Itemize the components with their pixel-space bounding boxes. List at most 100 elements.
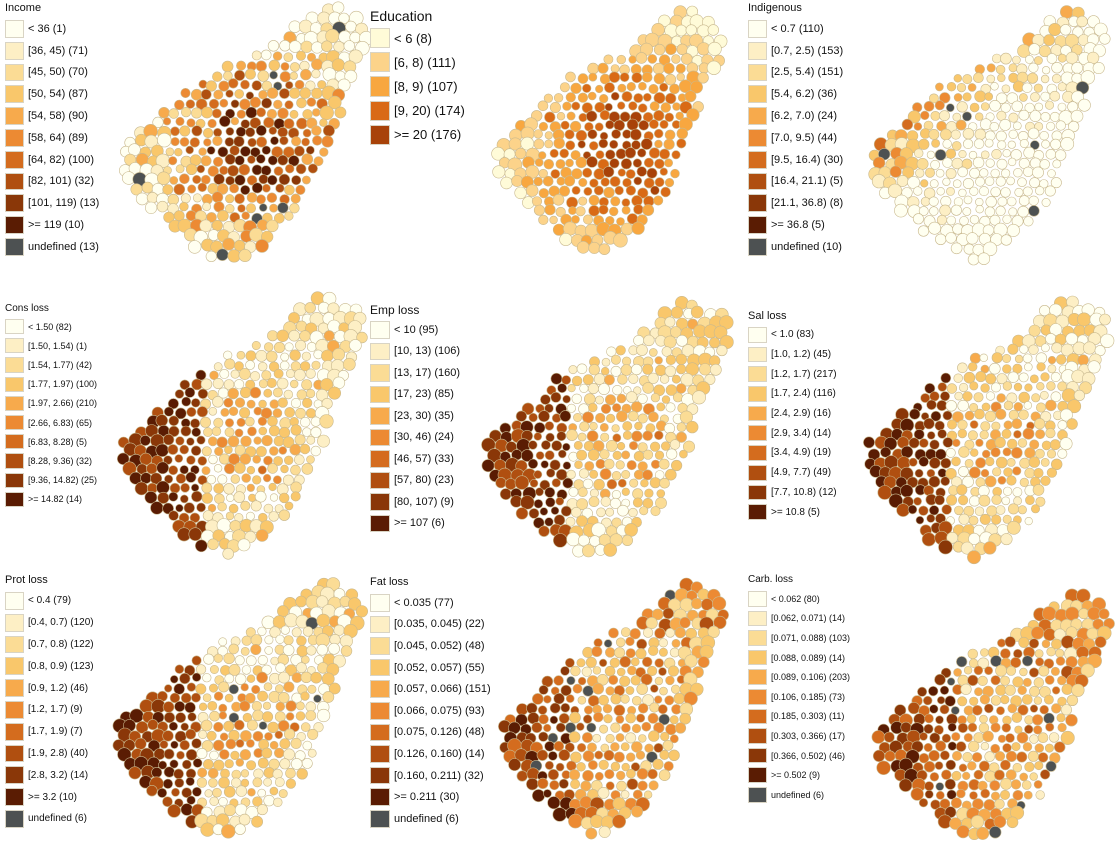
legend-label: undefined (6)	[771, 789, 825, 800]
municipality-bubble	[659, 82, 669, 92]
municipality-bubble	[958, 763, 968, 773]
municipality-bubble	[654, 450, 665, 460]
municipality-bubble	[1018, 636, 1030, 648]
municipality-bubble	[282, 644, 295, 656]
municipality-bubble	[1057, 448, 1068, 459]
municipality-bubble	[156, 171, 171, 185]
municipality-bubble	[305, 80, 316, 91]
municipality-bubble	[266, 378, 277, 389]
municipality-bubble	[972, 705, 983, 716]
municipality-bubble	[1000, 648, 1011, 659]
municipality-bubble	[201, 466, 211, 475]
municipality-bubble	[930, 410, 942, 422]
municipality-bubble	[940, 391, 951, 402]
municipality-bubble	[1039, 390, 1049, 400]
municipality-bubble	[669, 83, 680, 95]
municipality-bubble	[162, 701, 175, 713]
municipality-bubble	[1008, 409, 1019, 420]
municipality-bubble	[950, 242, 963, 255]
municipality-bubble	[538, 214, 549, 225]
municipality-bubble	[228, 664, 241, 676]
municipality-bubble	[1012, 487, 1023, 497]
legend-swatch	[5, 172, 24, 191]
municipality-bubble	[947, 722, 957, 732]
municipality-bubble	[296, 635, 307, 646]
municipality-bubble	[614, 185, 624, 196]
municipality-bubble	[960, 541, 974, 555]
municipality-bubble	[305, 408, 317, 419]
municipality-bubble	[1044, 185, 1056, 197]
municipality-bubble	[1022, 742, 1033, 752]
municipality-bubble	[577, 676, 587, 686]
legend-entry: [0.185, 0.303) (11)	[748, 707, 850, 727]
municipality-bubble	[596, 507, 606, 518]
municipality-bubble	[257, 690, 268, 702]
legend-entry: undefined (13)	[5, 236, 99, 258]
municipality-bubble	[234, 174, 246, 186]
municipality-bubble	[610, 365, 622, 377]
legend-swatch	[748, 767, 767, 783]
municipality-bubble	[173, 683, 185, 695]
legend-entry: [9.5, 16.4) (30)	[748, 149, 843, 171]
municipality-bubble	[147, 719, 159, 731]
legend-label: [82, 101) (32)	[28, 175, 95, 188]
municipality-bubble	[935, 168, 945, 178]
municipality-bubble	[646, 167, 658, 179]
municipality-bubble	[568, 486, 579, 497]
municipality-bubble	[649, 101, 660, 112]
municipality-bubble	[544, 486, 556, 498]
municipality-bubble	[652, 62, 665, 75]
municipality-bubble	[945, 468, 957, 480]
municipality-bubble	[863, 436, 875, 449]
municipality-bubble	[568, 731, 581, 743]
municipality-bubble	[900, 445, 914, 459]
municipality-bubble	[924, 781, 934, 791]
municipality-bubble	[1029, 686, 1040, 697]
municipality-bubble	[186, 118, 196, 128]
municipality-bubble	[929, 93, 939, 104]
municipality-bubble	[936, 187, 945, 196]
municipality-bubble	[585, 656, 597, 668]
legend-entry: [64, 82) (100)	[5, 149, 99, 171]
municipality-bubble	[631, 72, 643, 83]
municipality-bubble	[981, 402, 991, 412]
municipality-bubble	[654, 627, 666, 639]
municipality-bubble	[290, 737, 302, 749]
municipality-bubble	[663, 138, 675, 150]
municipality-bubble	[560, 703, 571, 713]
municipality-bubble	[962, 178, 974, 190]
municipality-bubble	[221, 60, 234, 73]
municipality-bubble	[1050, 372, 1061, 383]
municipality-bubble	[593, 373, 606, 385]
municipality-bubble	[288, 40, 302, 53]
legend-swatch	[748, 107, 767, 125]
municipality-bubble	[713, 615, 727, 630]
municipality-bubble	[675, 24, 688, 37]
municipality-bubble	[552, 533, 568, 548]
municipality-bubble	[1023, 166, 1034, 178]
municipality-bubble	[212, 739, 225, 752]
municipality-bubble	[1028, 638, 1040, 649]
municipality-bubble	[1024, 102, 1035, 113]
municipality-bubble	[201, 446, 212, 457]
municipality-bubble	[173, 183, 186, 196]
municipality-bubble	[184, 387, 196, 398]
municipality-bubble	[945, 447, 956, 458]
municipality-bubble	[1087, 51, 1100, 65]
municipality-bubble	[602, 703, 613, 714]
municipality-bubble	[654, 139, 663, 149]
municipality-bubble	[605, 686, 615, 696]
municipality-bubble	[278, 446, 288, 455]
municipality-bubble	[1037, 732, 1049, 743]
municipality-bubble	[317, 434, 330, 448]
municipality-bubble	[962, 138, 974, 149]
municipality-bubble	[648, 84, 659, 95]
legend-carb-loss: Carb. loss < 0.062 (80) [0.062, 0.071) (14…	[748, 574, 850, 805]
municipality-bubble	[192, 786, 202, 797]
municipality-bubble	[1003, 420, 1013, 430]
legend-swatch	[370, 321, 390, 339]
municipality-bubble	[685, 24, 698, 36]
municipality-bubble	[1028, 205, 1040, 217]
municipality-bubble	[168, 721, 179, 731]
municipality-bubble	[876, 760, 891, 776]
